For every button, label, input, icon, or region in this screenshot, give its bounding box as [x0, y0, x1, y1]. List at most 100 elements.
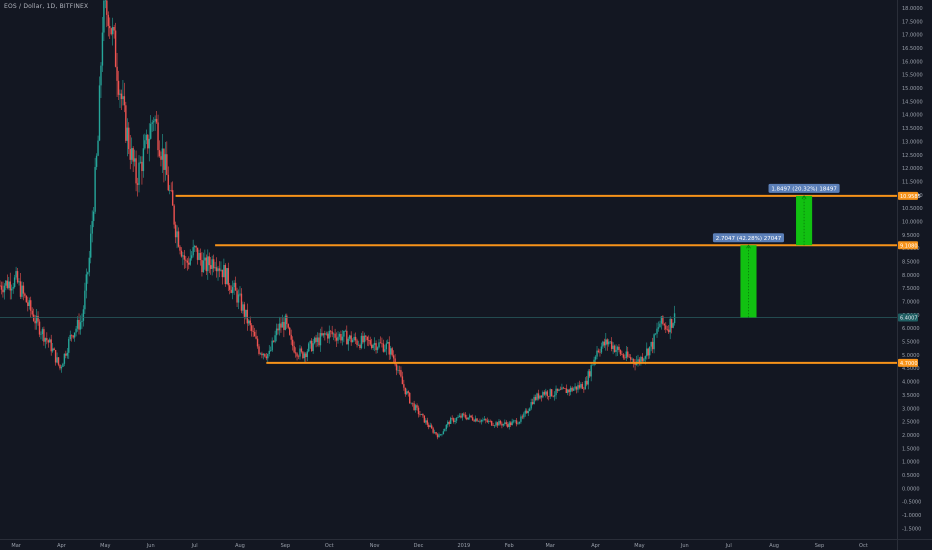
candle-body [161, 148, 164, 160]
candle-body [60, 366, 63, 369]
candle-body [466, 417, 468, 420]
candle-body [328, 330, 330, 339]
candle-body [66, 352, 69, 356]
candle-body [68, 339, 70, 353]
candle-body [628, 356, 630, 358]
y-tick-label: 4.5000 [902, 366, 920, 372]
measure-label: 1.8497 (20.32%) 18497 [771, 186, 837, 192]
candle-body [392, 355, 395, 359]
candle-body [643, 358, 645, 362]
candle-body [286, 315, 288, 325]
candle-body [536, 393, 538, 400]
candle-body [555, 388, 557, 396]
candle-body [461, 413, 464, 418]
candle-body [479, 421, 481, 422]
candle-body [154, 118, 156, 122]
x-tick-label: Aug [769, 543, 779, 549]
candle-body [511, 421, 513, 426]
candle-body [297, 356, 300, 358]
y-tick-label: 8.0000 [902, 273, 920, 279]
candle-body [22, 285, 25, 294]
candle-body [142, 148, 145, 172]
candle-body [502, 423, 505, 426]
y-tick-label: 16.0000 [902, 59, 923, 65]
candle-body [360, 335, 363, 349]
candle-body [631, 359, 633, 360]
candle-body [565, 388, 567, 394]
candle-body [103, 0, 105, 33]
candle-body [496, 422, 499, 426]
candle-body [120, 93, 123, 100]
level-price-label: 4.7000 [900, 361, 918, 367]
candle-body [419, 414, 421, 415]
candle-body [114, 30, 117, 67]
candle-body [25, 295, 28, 303]
candle-body [584, 380, 587, 390]
candle-body [608, 341, 610, 345]
x-tick-label: Jun [680, 543, 689, 549]
candle-body [458, 415, 461, 418]
candle-body [252, 330, 254, 332]
candle-body [349, 335, 351, 339]
y-tick-label: 2.5000 [902, 420, 920, 426]
candle-body [198, 253, 200, 260]
candle-body [210, 265, 212, 269]
candle-body [38, 321, 41, 335]
candle-body [255, 336, 257, 339]
candle-body [300, 348, 303, 352]
measure-label: 2.7047 (42.28%) 27047 [716, 236, 782, 242]
candle-body [81, 320, 83, 323]
candle-body [540, 395, 543, 398]
candle-body [63, 353, 66, 364]
candle-body [130, 148, 133, 160]
candle-body [572, 388, 575, 391]
candle-body [559, 389, 562, 391]
candle-body [122, 96, 124, 100]
candle-body [433, 432, 436, 433]
candle-body [141, 161, 143, 172]
candle-body [125, 105, 127, 141]
candle-body [403, 384, 405, 388]
x-tick-label: Jul [725, 543, 732, 549]
y-tick-label: 1.5000 [902, 446, 920, 452]
candle-body [531, 402, 534, 405]
candle-body [236, 290, 238, 303]
candle-body [488, 420, 490, 422]
candle-body [460, 415, 462, 418]
candle-body [622, 354, 625, 358]
candle-body [441, 434, 443, 435]
candle-body [176, 231, 178, 238]
candle-body [69, 334, 71, 340]
candle-body [552, 396, 554, 397]
candle-body [104, 0, 107, 2]
candle-body [577, 385, 579, 390]
candle-body [136, 183, 139, 185]
price-axis-panel [897, 0, 932, 550]
candle-body [330, 330, 332, 332]
candle-body [602, 341, 604, 347]
candle-body [90, 233, 92, 258]
measure-arrow-head [801, 195, 807, 200]
candle-body [505, 422, 508, 425]
candle-body [464, 414, 467, 418]
candle-body [672, 323, 674, 328]
candle-body [268, 350, 270, 354]
candle-body [508, 422, 510, 427]
candle-body [338, 333, 341, 337]
candle-body [385, 343, 388, 350]
candle-body [113, 27, 115, 31]
candle-body [492, 425, 494, 427]
candle-body [242, 304, 244, 311]
candle-body [546, 391, 548, 397]
candle-body [221, 269, 224, 278]
x-tick-label: Apr [591, 543, 601, 549]
y-tick-label: -1.0000 [902, 513, 921, 519]
candle-body [278, 323, 281, 331]
candle-body [53, 348, 55, 351]
candle-body [166, 154, 168, 175]
candle-body [152, 121, 155, 123]
candle-body [624, 357, 626, 359]
candle-body [331, 331, 333, 335]
